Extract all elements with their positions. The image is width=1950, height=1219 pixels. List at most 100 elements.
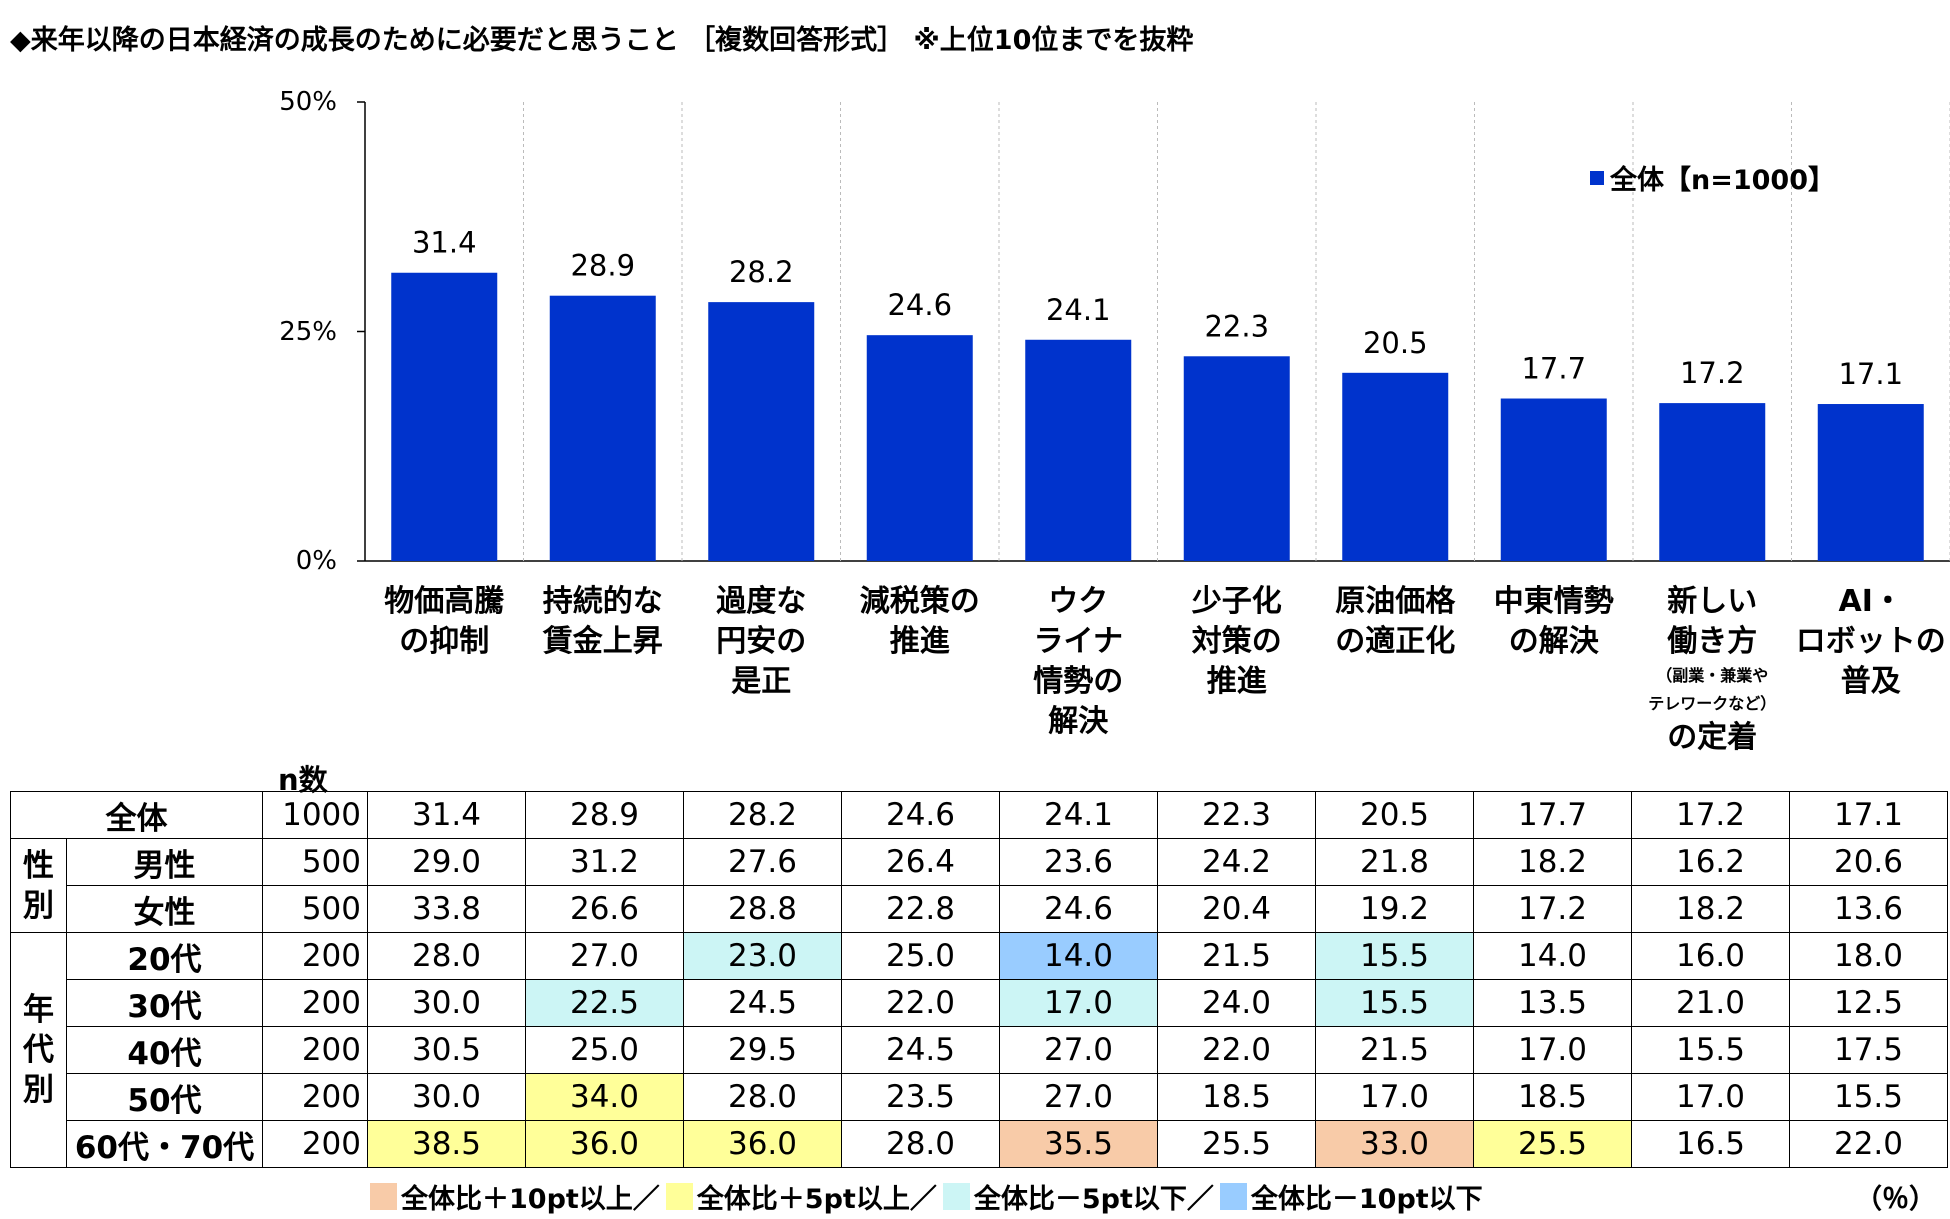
- group-label-gender: 性別: [10, 838, 67, 933]
- group-label-age: 年代別: [10, 932, 67, 1168]
- table-cell: 24.6: [841, 791, 1000, 839]
- bar: [1183, 356, 1290, 561]
- table-row: 50代 200 30.0 34.0 28.0 23.5 27.0 18.5 17.0 18.5 17…: [11, 1073, 1948, 1121]
- table-cell: 27.6: [683, 838, 842, 886]
- category-label: AI・ ロボットの 普及: [1792, 582, 1950, 792]
- table-cell: 15.5: [1315, 979, 1474, 1027]
- category-label-line: の抑制: [399, 624, 490, 659]
- category-label-line: 中東情勢: [1493, 584, 1614, 619]
- highlight-label: 全体比－10pt以下: [1250, 1184, 1483, 1215]
- bar-value-label: 22.3: [1204, 309, 1269, 343]
- table-cell: 24.1: [999, 791, 1158, 839]
- group-label-char: 年: [23, 992, 54, 1028]
- table-cell: 25.0: [525, 1026, 684, 1074]
- category-label-line: の解決: [1508, 624, 1599, 659]
- row-label: 60代・70代: [66, 1120, 263, 1168]
- category-label-line: 新しい: [1667, 584, 1758, 619]
- highlight-legend-item: 全体比－5pt以下／: [942, 1177, 1214, 1216]
- table-cell: 38.5: [367, 1120, 526, 1168]
- table-cell: 17.5: [1789, 1026, 1948, 1074]
- table-cell: 17.2: [1473, 885, 1632, 933]
- bar: [549, 295, 656, 561]
- y-tick-label: 0%: [295, 546, 337, 576]
- category-label-line: の適正化: [1335, 624, 1456, 659]
- table-cell: 35.5: [999, 1120, 1158, 1168]
- highlight-legend-item: 全体比＋5pt以上／: [665, 1177, 937, 1216]
- table-cell: 18.5: [1157, 1073, 1316, 1121]
- legend-swatch: [1590, 170, 1604, 185]
- table-cell: 30.0: [367, 979, 526, 1027]
- bar: [1500, 398, 1607, 561]
- category-label: 原油価格 の適正化: [1316, 582, 1475, 792]
- table-cell: 29.5: [683, 1026, 842, 1074]
- legend-label: 全体【n=1000】: [1610, 165, 1835, 196]
- category-label-line: AI・: [1838, 584, 1903, 619]
- row-label: 女性: [66, 885, 263, 933]
- table-cell: 22.0: [1789, 1120, 1948, 1168]
- table-row: 30代 200 30.0 22.5 24.5 22.0 17.0 24.0 15.5 13.5 21…: [11, 979, 1948, 1027]
- bar-value-label: 24.6: [887, 288, 952, 322]
- data-table: 全体 1000 31.4 28.9 28.2 24.6 24.1 22.3 20.5 17.7 17…: [10, 791, 1948, 1168]
- table-cell: 27.0: [525, 932, 684, 980]
- highlight-swatch: [665, 1183, 693, 1210]
- table-cell: 27.0: [999, 1026, 1158, 1074]
- row-label: 男性: [66, 838, 263, 886]
- chart-legend: 全体【n=1000】: [1590, 158, 1835, 197]
- table-cell: 18.2: [1631, 885, 1790, 933]
- table-cell: 28.9: [525, 791, 684, 839]
- table-row: 年代別 20代 200 28.0 27.0 23.0 25.0 14.0 21.5 15.5 14.…: [10, 932, 1948, 1168]
- table-cell: 15.5: [1315, 932, 1474, 980]
- highlight-swatch: [1219, 1183, 1247, 1210]
- table-cell: 30.5: [367, 1026, 526, 1074]
- bar-value-label: 17.7: [1521, 352, 1586, 386]
- group-label-char: 別: [23, 1072, 54, 1108]
- row-n: 200: [262, 1073, 368, 1121]
- table-cell: 23.6: [999, 838, 1158, 886]
- table-cell: 19.2: [1315, 885, 1474, 933]
- bar-value-label: 24.1: [1046, 293, 1111, 327]
- row-n: 200: [262, 979, 368, 1027]
- table-cell: 24.0: [1157, 979, 1316, 1027]
- table-cell: 21.0: [1631, 979, 1790, 1027]
- category-label: 持続的な 賃金上昇: [524, 582, 683, 792]
- category-label-line: 物価高騰: [384, 584, 505, 619]
- bar: [866, 335, 973, 561]
- highlight-swatch: [370, 1183, 397, 1210]
- table-cell: 21.5: [1157, 932, 1316, 980]
- y-tick-label: 50%: [279, 87, 337, 117]
- table-cell: 20.4: [1157, 885, 1316, 933]
- table-cell: 22.8: [841, 885, 1000, 933]
- row-n: 200: [262, 932, 368, 980]
- table-cell: 25.5: [1473, 1120, 1632, 1168]
- bar-value-label: 28.9: [570, 249, 635, 283]
- table-cell: 16.5: [1631, 1120, 1790, 1168]
- table-cell: 20.5: [1315, 791, 1474, 839]
- row-label: 全体: [10, 791, 263, 839]
- category-label-line: 推進: [1206, 664, 1267, 699]
- table-cell: 22.5: [525, 979, 684, 1027]
- table-cell: 22.0: [1157, 1026, 1316, 1074]
- table-cell: 26.4: [841, 838, 1000, 886]
- table-cell: 33.8: [367, 885, 526, 933]
- bar: [708, 302, 815, 561]
- row-n: 200: [262, 1026, 368, 1074]
- bar-chart: 31.4 28.9 28.2 24.6 24.1 22.3 20.5 17.7 17.2 17.1: [357, 101, 1950, 562]
- table-cell: 21.5: [1315, 1026, 1474, 1074]
- bar-value-label: 20.5: [1363, 326, 1428, 360]
- table-cell: 28.8: [683, 885, 842, 933]
- table-cell: 26.6: [525, 885, 684, 933]
- table-cell: 20.6: [1789, 838, 1948, 886]
- table-cell: 23.5: [841, 1073, 1000, 1121]
- category-label-line: 少子化: [1191, 584, 1282, 619]
- bar: [1659, 403, 1766, 561]
- bar: [1817, 404, 1924, 561]
- table-cell: 15.5: [1631, 1026, 1790, 1074]
- table-cell: 13.5: [1473, 979, 1632, 1027]
- category-label-line: 円安の: [716, 624, 807, 659]
- table-cell: 18.2: [1473, 838, 1632, 886]
- table-cell: 30.0: [367, 1073, 526, 1121]
- highlight-label: 全体比－5pt以下／: [973, 1184, 1214, 1215]
- highlight-legend-item: 全体比－10pt以下: [1219, 1177, 1483, 1216]
- group-label-char: 代: [23, 1032, 54, 1068]
- category-label-line: 持続的な: [542, 584, 663, 619]
